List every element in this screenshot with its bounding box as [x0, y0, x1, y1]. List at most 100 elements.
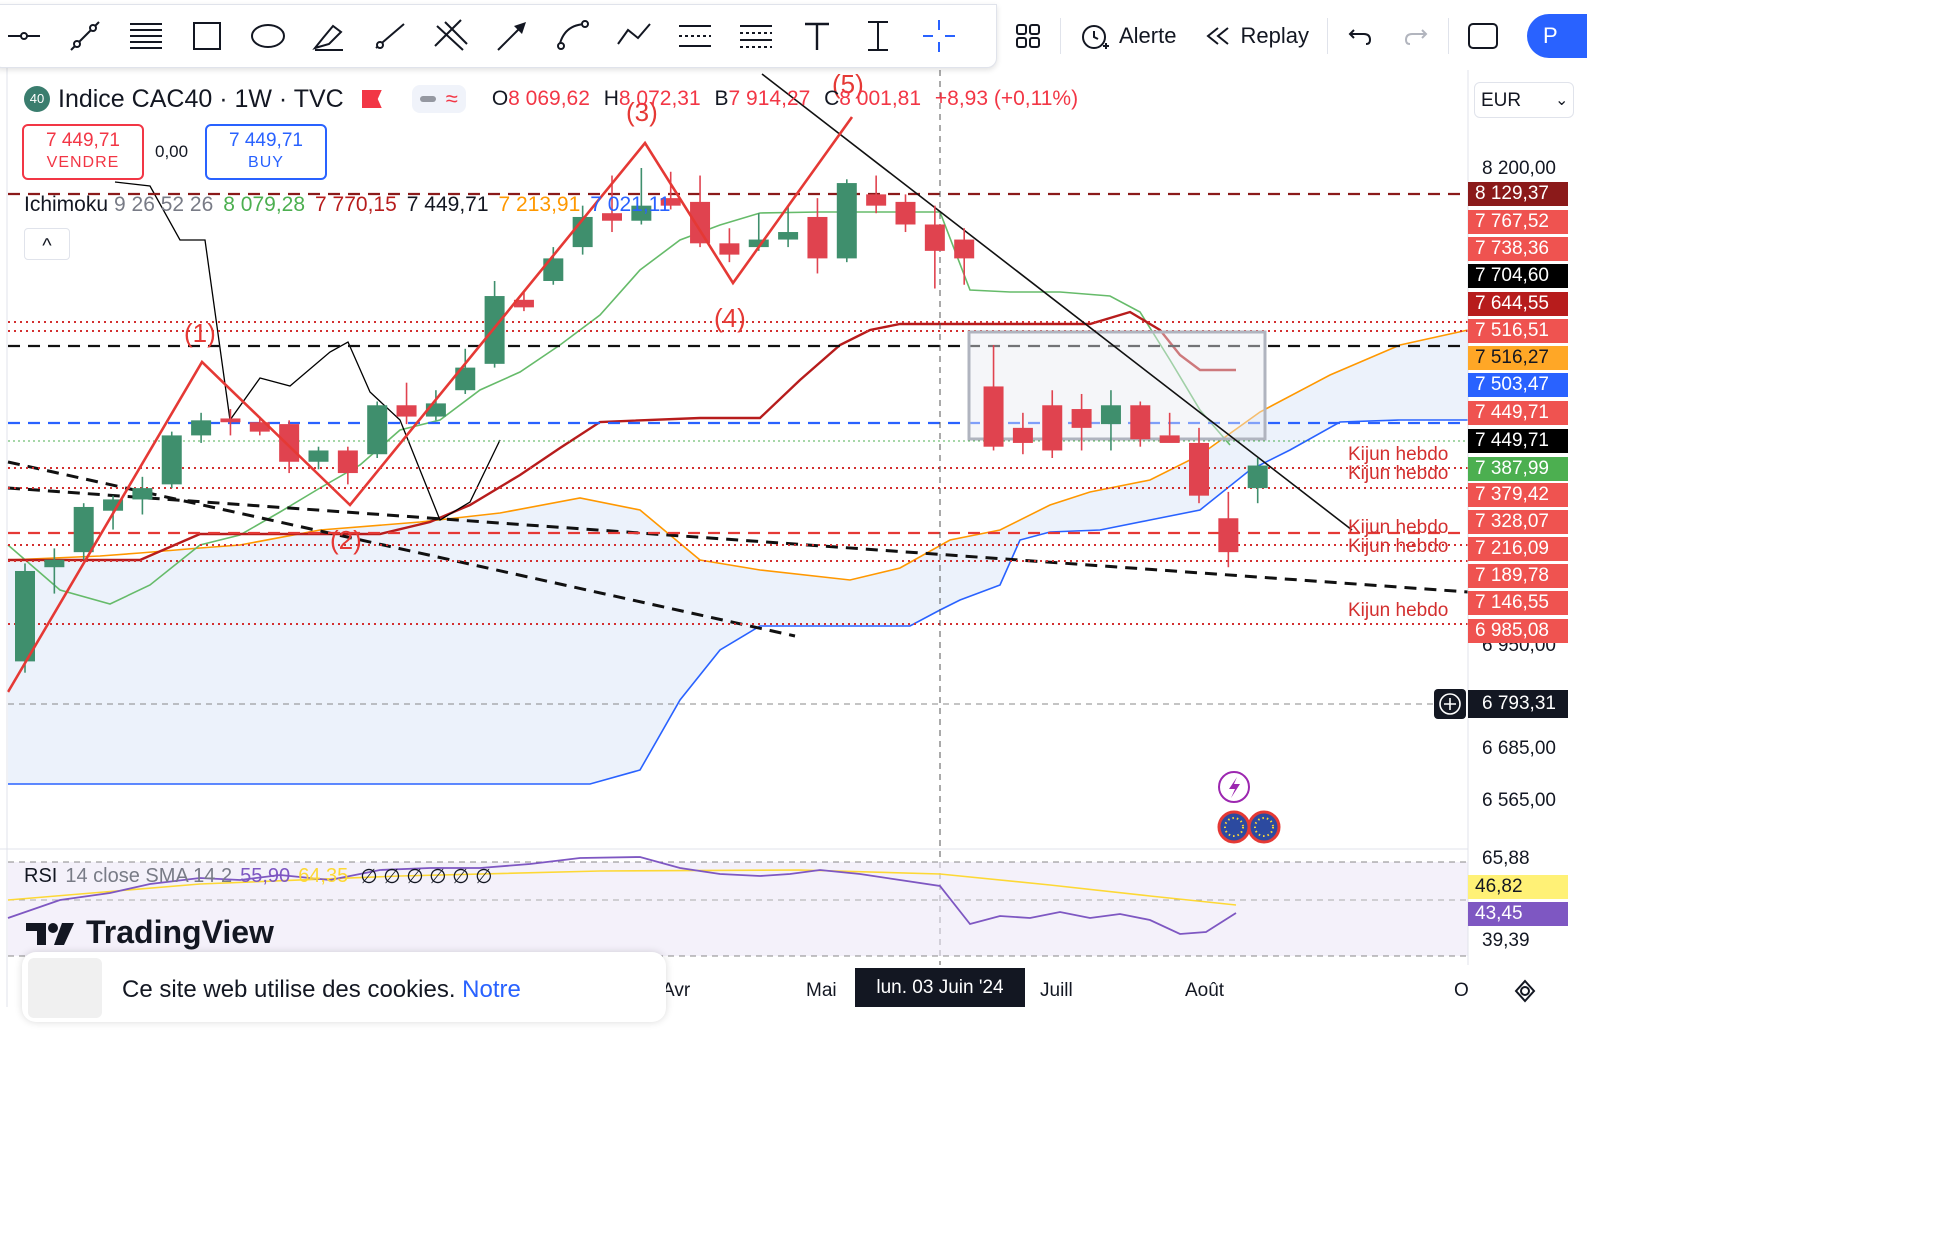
horizontal-line-tool-icon[interactable] [0, 5, 54, 67]
candle-body [220, 418, 241, 423]
brush-tool-icon[interactable] [298, 5, 359, 67]
elliott-wave-path[interactable] [6, 116, 854, 693]
sell-button[interactable]: 7 449,71 VENDRE [22, 124, 144, 180]
candle [543, 247, 564, 285]
trend-line-tool-icon[interactable] [54, 5, 115, 67]
price-label: 7 146,55 [1468, 591, 1568, 615]
chevron-down-icon: ⌄ [1555, 92, 1569, 109]
rsi-name[interactable]: RSI [24, 865, 58, 887]
visibility-toggle[interactable]: ≈ [411, 85, 466, 113]
wave-label-4: (4) [714, 303, 746, 333]
ray-tool-icon[interactable] [359, 5, 420, 67]
path-tool-icon[interactable] [603, 5, 664, 67]
rsi-band [8, 862, 1468, 956]
price-label: 7 704,60 [1468, 264, 1568, 288]
candle-body [866, 194, 887, 206]
redo-icon [1404, 29, 1428, 45]
candle [191, 412, 212, 443]
candle-body [836, 183, 857, 259]
eu-event-icons[interactable] [1217, 810, 1281, 844]
candle-body [719, 243, 740, 255]
kijun-annotation: Kijun hebdo [1348, 517, 1449, 538]
crosshair-price-label: 6 793,31 [1468, 690, 1568, 718]
profile-initial: P [1542, 23, 1558, 48]
candle [44, 548, 65, 594]
ichimoku-v1: 8 079,28 [223, 193, 306, 216]
redo-button[interactable] [1388, 12, 1444, 60]
replay-label: Replay [1240, 23, 1309, 48]
candle-body [308, 450, 329, 462]
layouts-icon [1016, 24, 1040, 48]
candle [308, 446, 329, 470]
rsi-params: 14 close SMA 14 2 [65, 865, 233, 887]
price-label: 7 387,99 [1468, 457, 1568, 481]
curve-tool-icon[interactable] [542, 5, 603, 67]
price-label: 7 516,27 [1468, 346, 1568, 370]
anchored-text-tool-icon[interactable] [847, 5, 908, 67]
candle [895, 194, 916, 233]
candle-body [631, 205, 652, 221]
candle [836, 179, 857, 263]
candle-body [1100, 405, 1121, 425]
rsi-line [7, 856, 1237, 935]
price-tick: 8 200,00 [1482, 158, 1556, 179]
senkou-span-a [7, 329, 1469, 581]
buy-label: BUY [248, 154, 284, 171]
cookie-link[interactable]: Notre [462, 976, 521, 1003]
alert-button[interactable]: Alerte [1065, 12, 1190, 60]
replay-button[interactable]: Replay [1190, 12, 1322, 60]
pitchfork-tool-icon[interactable] [420, 5, 481, 67]
crosshair-tool-icon[interactable] [908, 5, 969, 67]
candle-body [15, 570, 35, 662]
kijun-annotation: Kijun hebdo [1348, 600, 1449, 621]
chart-settings-button[interactable] [1512, 978, 1538, 1004]
candle [425, 390, 446, 421]
collapse-legend-button[interactable]: ^ [24, 228, 70, 260]
candle-body [132, 488, 153, 500]
gear-icon [1514, 979, 1536, 1003]
tradingview-logo-icon [26, 922, 74, 945]
arrow-tool-icon[interactable] [481, 5, 542, 67]
currency-select[interactable]: EUR ⌄ [1474, 82, 1574, 118]
buy-button[interactable]: 7 449,71 BUY [205, 124, 327, 180]
rsi-empty-values: ∅ ∅ ∅ ∅ ∅ ∅ [360, 866, 493, 888]
descending-trendline[interactable] [761, 73, 1353, 531]
ichimoku-params: 9 26 52 26 [114, 193, 214, 216]
ichimoku-name[interactable]: Ichimoku [24, 193, 109, 216]
fullscreen-button[interactable] [1453, 12, 1513, 60]
parallel-channel-tool-icon[interactable] [115, 5, 176, 67]
profile-button[interactable]: P [1526, 14, 1587, 58]
price-chart[interactable]: (1) (2) (3) (4) (5) [0, 0, 1568, 1007]
rsi-tick-bottom: 39,39 [1482, 930, 1530, 951]
price-label: 7 189,78 [1468, 564, 1568, 588]
layouts-button[interactable] [1000, 12, 1056, 60]
candle-body [279, 424, 300, 462]
candle-body [983, 386, 1004, 447]
sell-label: VENDRE [46, 154, 120, 171]
price-label: 6 985,08 [1468, 619, 1568, 643]
candle [1100, 390, 1121, 451]
flag-icon [361, 90, 382, 108]
rewind-icon [1206, 27, 1230, 45]
candle-body [103, 499, 124, 511]
candle-body [1189, 442, 1209, 496]
add-level-button[interactable] [1434, 689, 1466, 719]
price-label: 7 516,51 [1468, 319, 1568, 343]
undo-button[interactable] [1332, 12, 1388, 60]
candle [807, 198, 828, 274]
price-label: 7 328,07 [1468, 510, 1568, 534]
flash-event-icon[interactable] [1218, 771, 1250, 803]
rectangle-tool-icon[interactable] [176, 5, 237, 67]
candle-body [954, 239, 975, 259]
text-tool-icon[interactable] [786, 5, 847, 67]
fib-extension-tool-icon[interactable] [725, 5, 786, 67]
buy-price: 7 449,71 [229, 130, 303, 151]
candle-body [455, 367, 476, 391]
symbol-title[interactable]: Indice CAC40 · 1W · TVC [58, 84, 344, 113]
candle [161, 431, 182, 489]
tradingview-logo[interactable]: TradingView [26, 914, 274, 951]
candle [1189, 427, 1209, 504]
chikou-line [114, 181, 501, 521]
fib-retracement-tool-icon[interactable] [664, 5, 725, 67]
ellipse-tool-icon[interactable] [237, 5, 298, 67]
